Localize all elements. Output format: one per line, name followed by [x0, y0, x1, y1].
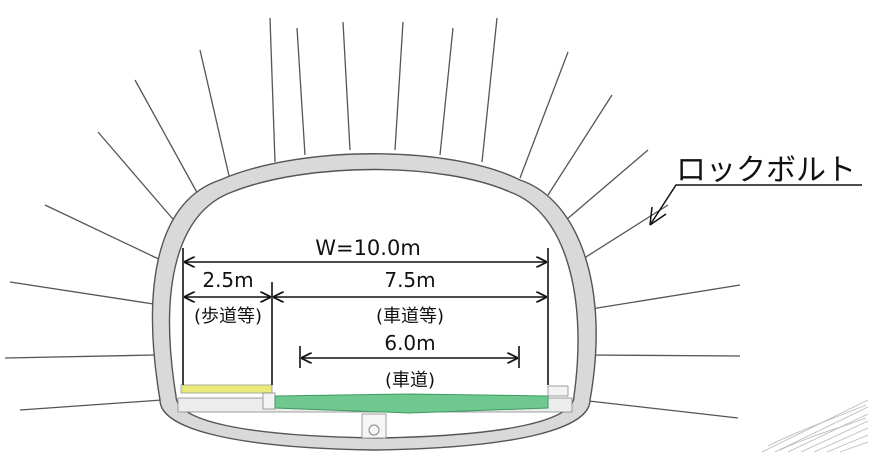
dimension-lines: [182, 248, 549, 385]
rock-bolt-line: [547, 94, 613, 196]
rock-bolt-line: [481, 17, 498, 163]
rock-bolts: [4, 17, 741, 419]
rock-bolt-callout: ロックボルト: [649, 153, 862, 226]
callout-arrow-icon: [649, 206, 667, 226]
rock-bolt-line: [296, 27, 306, 156]
carriageway-type-label: (車道): [385, 370, 435, 391]
rock-bolt-line: [9, 281, 161, 306]
callout-leader-line: [649, 184, 862, 226]
rock-bolt-line: [97, 131, 179, 226]
road-type-label: (車道等): [376, 306, 444, 327]
rock-bolt-line: [577, 204, 669, 263]
rock-bolt-line: [394, 21, 404, 151]
rock-bolt-line: [342, 21, 351, 151]
total-width-label: W=10.0m: [315, 236, 421, 260]
rock-bolt-line: [4, 354, 156, 359]
rock-bolt-line: [565, 149, 649, 221]
carriageway-width-label: 6.0m: [384, 331, 435, 355]
lining-ring: [151, 153, 597, 451]
rock-bolt-line: [269, 17, 276, 163]
rock-bolt-line: [579, 399, 739, 419]
sidewalk-type-label: (歩道等): [194, 306, 262, 327]
tunnel-lining: [151, 153, 597, 451]
rock-bolt-line: [134, 79, 201, 199]
sidewalk-surface: [180, 384, 273, 394]
sidewalk-width-label: 2.5m: [202, 268, 253, 292]
rock-bolt-label: ロックボルト: [676, 153, 856, 188]
rock-bolt-line: [199, 49, 231, 181]
hatching-icon: [761, 399, 869, 453]
road-width-label: 7.5m: [384, 268, 435, 292]
rock-bolt-line: [439, 27, 454, 156]
rock-bolt-line: [19, 399, 163, 411]
rock-bolt-line: [584, 284, 741, 311]
rock-bolt-line: [584, 354, 741, 357]
rock-bolt-line: [44, 204, 166, 263]
road-deck: [177, 384, 573, 439]
carriageway-surface: [274, 393, 549, 414]
curb-left: [262, 392, 276, 410]
drain-icon: [361, 413, 387, 439]
rock-bolt-line: [519, 51, 569, 179]
curb-right: [547, 385, 569, 397]
